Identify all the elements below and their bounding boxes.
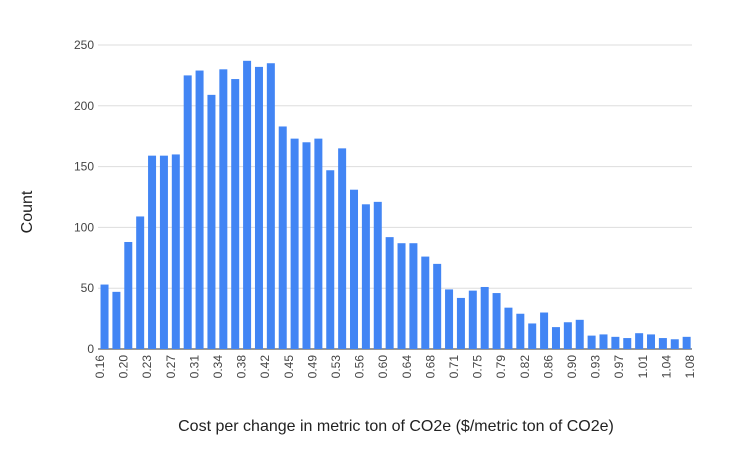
bar [670, 339, 679, 349]
bar [207, 94, 216, 349]
x-tick-label: 0.20 [117, 355, 131, 379]
bar [658, 338, 667, 349]
bar [266, 63, 275, 350]
bar [219, 69, 228, 349]
bar [528, 323, 537, 349]
x-tick-label: 0.68 [423, 355, 437, 379]
bar [421, 256, 430, 349]
bar [492, 293, 501, 349]
x-tick-label: 0.90 [565, 355, 579, 379]
bar [314, 138, 323, 349]
x-tick-label: 0.93 [589, 355, 603, 379]
x-axis-ticks: 0.16 0.20 0.23 0.27 0.31 0.34 0.38 0.42 0.45 0.49… [93, 355, 697, 379]
bar [468, 290, 477, 349]
bar [611, 336, 620, 349]
x-tick-label: 0.75 [471, 355, 485, 379]
x-tick-label: 0.49 [305, 355, 319, 379]
bar [171, 154, 180, 349]
y-tick-label: 100 [74, 220, 94, 234]
bar [290, 138, 299, 349]
bar [397, 243, 406, 349]
bar [195, 70, 204, 349]
bar [445, 289, 454, 349]
x-tick-label: 0.82 [518, 355, 532, 379]
x-tick-label: 1.01 [636, 355, 650, 379]
bar [100, 284, 109, 349]
bar [635, 333, 644, 349]
x-tick-label: 0.42 [258, 355, 272, 379]
bar [243, 60, 252, 350]
bar [112, 291, 121, 349]
bar [587, 335, 596, 349]
x-axis-label: Cost per change in metric ton of CO2e ($… [178, 418, 614, 435]
x-tick-label: 0.86 [541, 355, 555, 379]
bar [254, 66, 263, 349]
bar [504, 307, 513, 349]
bar [456, 297, 465, 349]
x-tick-label: 0.31 [187, 355, 201, 379]
x-tick-label: 0.79 [494, 355, 508, 379]
bar [361, 204, 370, 349]
x-tick-label: 0.16 [93, 355, 107, 379]
bar [231, 79, 240, 350]
bar [599, 334, 608, 349]
x-tick-label: 0.23 [140, 355, 154, 379]
y-tick-label: 0 [87, 342, 94, 356]
bar [278, 126, 287, 349]
y-tick-label: 250 [74, 38, 94, 52]
bar [350, 189, 359, 349]
bar [373, 201, 382, 349]
bar [551, 327, 560, 349]
bars [100, 60, 691, 350]
bar [136, 216, 145, 349]
bar [338, 148, 347, 349]
x-tick-label: 0.38 [235, 355, 249, 379]
bar [480, 286, 489, 349]
bar [148, 155, 157, 349]
bar [433, 263, 442, 349]
bar [159, 155, 168, 349]
bar [682, 336, 691, 349]
bar [516, 313, 525, 349]
x-tick-label: 0.64 [400, 355, 414, 379]
bar [623, 338, 632, 349]
x-tick-label: 0.34 [211, 355, 225, 379]
bar [540, 312, 549, 349]
y-tick-label: 50 [81, 281, 95, 295]
x-tick-label: 0.71 [447, 355, 461, 379]
bar [302, 142, 311, 349]
x-tick-label: 0.45 [282, 355, 296, 379]
bar [575, 319, 584, 349]
y-axis-ticks: 0 50 100 150 200 250 [74, 38, 94, 356]
bar [183, 75, 192, 350]
y-tick-label: 150 [74, 160, 94, 174]
bar [409, 243, 418, 349]
x-tick-label: 0.60 [376, 355, 390, 379]
bar [385, 237, 394, 349]
bar [563, 322, 572, 349]
x-tick-label: 0.53 [329, 355, 343, 379]
x-tick-label: 0.56 [353, 355, 367, 379]
bar [647, 334, 656, 349]
x-tick-label: 1.08 [683, 355, 697, 379]
x-tick-label: 0.27 [164, 355, 178, 379]
x-tick-label: 1.04 [659, 355, 673, 379]
bar [326, 170, 335, 349]
x-tick-label: 0.97 [612, 355, 626, 379]
y-axis-label: Count [19, 190, 36, 233]
y-tick-label: 200 [74, 99, 94, 113]
bar [124, 241, 133, 349]
